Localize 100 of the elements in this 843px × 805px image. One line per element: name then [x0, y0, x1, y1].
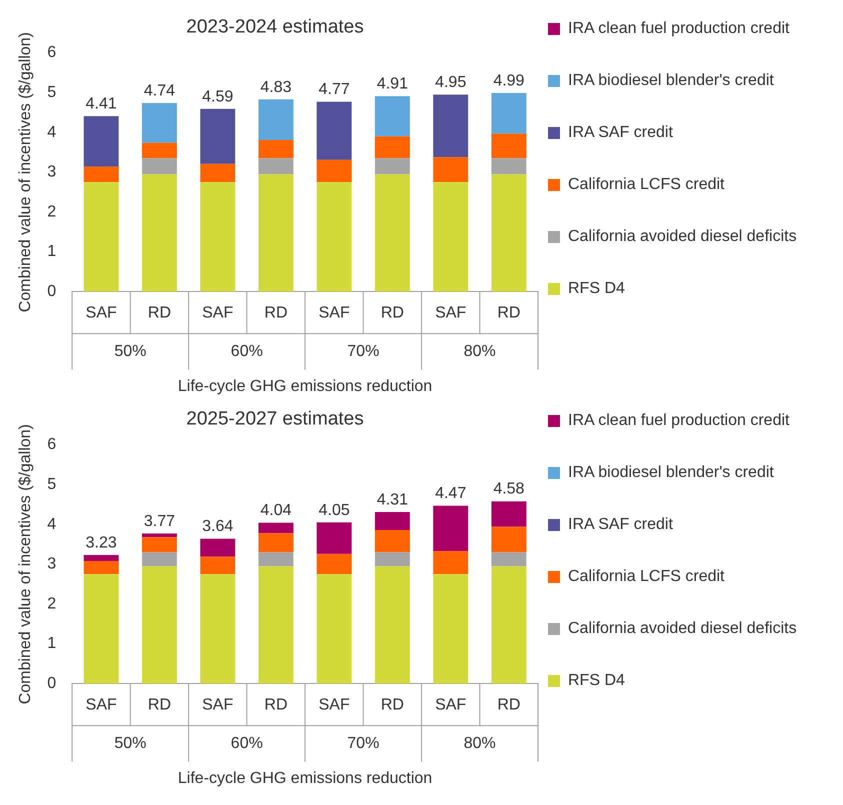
bar: [200, 164, 236, 182]
bar: [200, 556, 236, 574]
y-tick-label: 3: [47, 164, 56, 181]
bar: [258, 552, 294, 566]
bar: [258, 158, 294, 174]
x-tick-label: RD: [148, 696, 172, 714]
text: 80%: [464, 343, 496, 360]
bar: [491, 526, 526, 552]
bar: [491, 501, 526, 527]
total-label: 4.31: [376, 491, 408, 508]
y-tick-label: 5: [47, 476, 56, 494]
x-tick-label: SAF: [318, 696, 350, 714]
legend-label: California avoided diesel deficits: [568, 620, 797, 638]
x-tick-label: RD: [380, 696, 404, 714]
bar: [374, 96, 410, 136]
total-label: 4.41: [86, 95, 117, 112]
legend-label: IRA clean fuel production credit: [568, 412, 790, 430]
bar: [142, 174, 177, 292]
text: 60%: [230, 343, 263, 360]
bar: [491, 93, 526, 134]
text: 50%: [114, 735, 146, 752]
total-label: 4.04: [260, 502, 292, 520]
legend-label: IRA clean fuel production credit: [568, 20, 790, 38]
text: 50%: [114, 343, 146, 360]
bar: [142, 534, 177, 538]
bar: [142, 158, 177, 174]
legend-label: California LCFS credit: [568, 176, 724, 194]
total-label: 3.64: [202, 518, 234, 536]
bar: [433, 506, 468, 552]
total-label: 4.59: [202, 88, 234, 106]
legend-label: RFS D4: [568, 672, 625, 690]
y-tick-label: 0: [47, 283, 56, 300]
bar: [258, 174, 294, 292]
total-label: 4.58: [493, 480, 525, 498]
bar: [433, 182, 468, 292]
bar: [374, 512, 410, 530]
bar: [142, 142, 177, 158]
total-label: 4.83: [260, 78, 292, 96]
y-tick-label: 6: [47, 436, 56, 454]
bar: [258, 99, 294, 140]
legend-label: IRA SAF credit: [568, 124, 673, 142]
bar: [200, 182, 236, 292]
total-label: 4.91: [376, 76, 408, 93]
bar: [200, 108, 236, 164]
x-tick-label: SAF: [202, 304, 234, 322]
x-tick-label: RD: [380, 304, 404, 322]
y-axis-title: Combined value of incentives ($/gallon): [17, 424, 34, 704]
bar: [491, 134, 526, 158]
bar: [316, 102, 352, 160]
y-tick-label: 2: [47, 595, 56, 612]
bar: [258, 566, 294, 684]
x-tick-label: RD: [148, 304, 172, 322]
legend-label: California avoided diesel deficits: [568, 228, 797, 246]
x-tick-label: SAF: [435, 696, 466, 714]
text: 70%: [347, 343, 380, 360]
legend-label: California LCFS credit: [568, 568, 724, 586]
x-tick-label: RD: [497, 304, 520, 322]
legend-label: IRA SAF credit: [568, 516, 673, 534]
text: 60%: [230, 735, 263, 752]
chart-title: 2025-2027 estimates: [186, 408, 364, 430]
bar: [491, 566, 526, 684]
bar: [84, 116, 119, 167]
bar: [433, 157, 468, 182]
bar: [84, 555, 119, 562]
total-label: 4.47: [435, 485, 466, 502]
x-tick-label: RD: [497, 696, 520, 714]
bar: [316, 182, 352, 292]
bar: [316, 522, 352, 554]
bar: [433, 551, 468, 574]
text: 80%: [464, 735, 496, 752]
x-axis-title: Life-cycle GHG emissions reduction: [178, 770, 432, 787]
total-label: 4.95: [435, 74, 466, 91]
bar: [200, 574, 236, 684]
bar: [491, 158, 526, 174]
y-axis-title: Combined value of incentives ($/gallon): [17, 32, 34, 312]
y-tick-label: 0: [47, 675, 56, 692]
legend-label: IRA biodiesel blender's credit: [568, 464, 774, 482]
bar: [374, 158, 410, 174]
y-tick-label: 1: [47, 243, 56, 260]
bar: [374, 552, 410, 566]
total-label: 4.99: [493, 72, 525, 90]
x-tick-label: SAF: [202, 696, 234, 714]
bar: [374, 530, 410, 552]
bar: [84, 182, 119, 292]
x-tick-label: SAF: [318, 304, 350, 322]
bar: [84, 574, 119, 684]
bar: [491, 174, 526, 292]
bar: [316, 160, 352, 182]
x-tick-label: RD: [264, 696, 288, 714]
bar: [374, 566, 410, 684]
x-tick-label: SAF: [86, 696, 117, 714]
legend-label: RFS D4: [568, 280, 625, 298]
bar: [142, 566, 177, 684]
bar: [258, 522, 294, 534]
x-tick-label: SAF: [86, 304, 117, 322]
bar: [84, 561, 119, 574]
y-tick-label: 5: [47, 84, 56, 102]
chart-title: 2023-2024 estimates: [186, 16, 364, 38]
bar: [316, 574, 352, 684]
y-tick-label: 4: [47, 516, 56, 533]
